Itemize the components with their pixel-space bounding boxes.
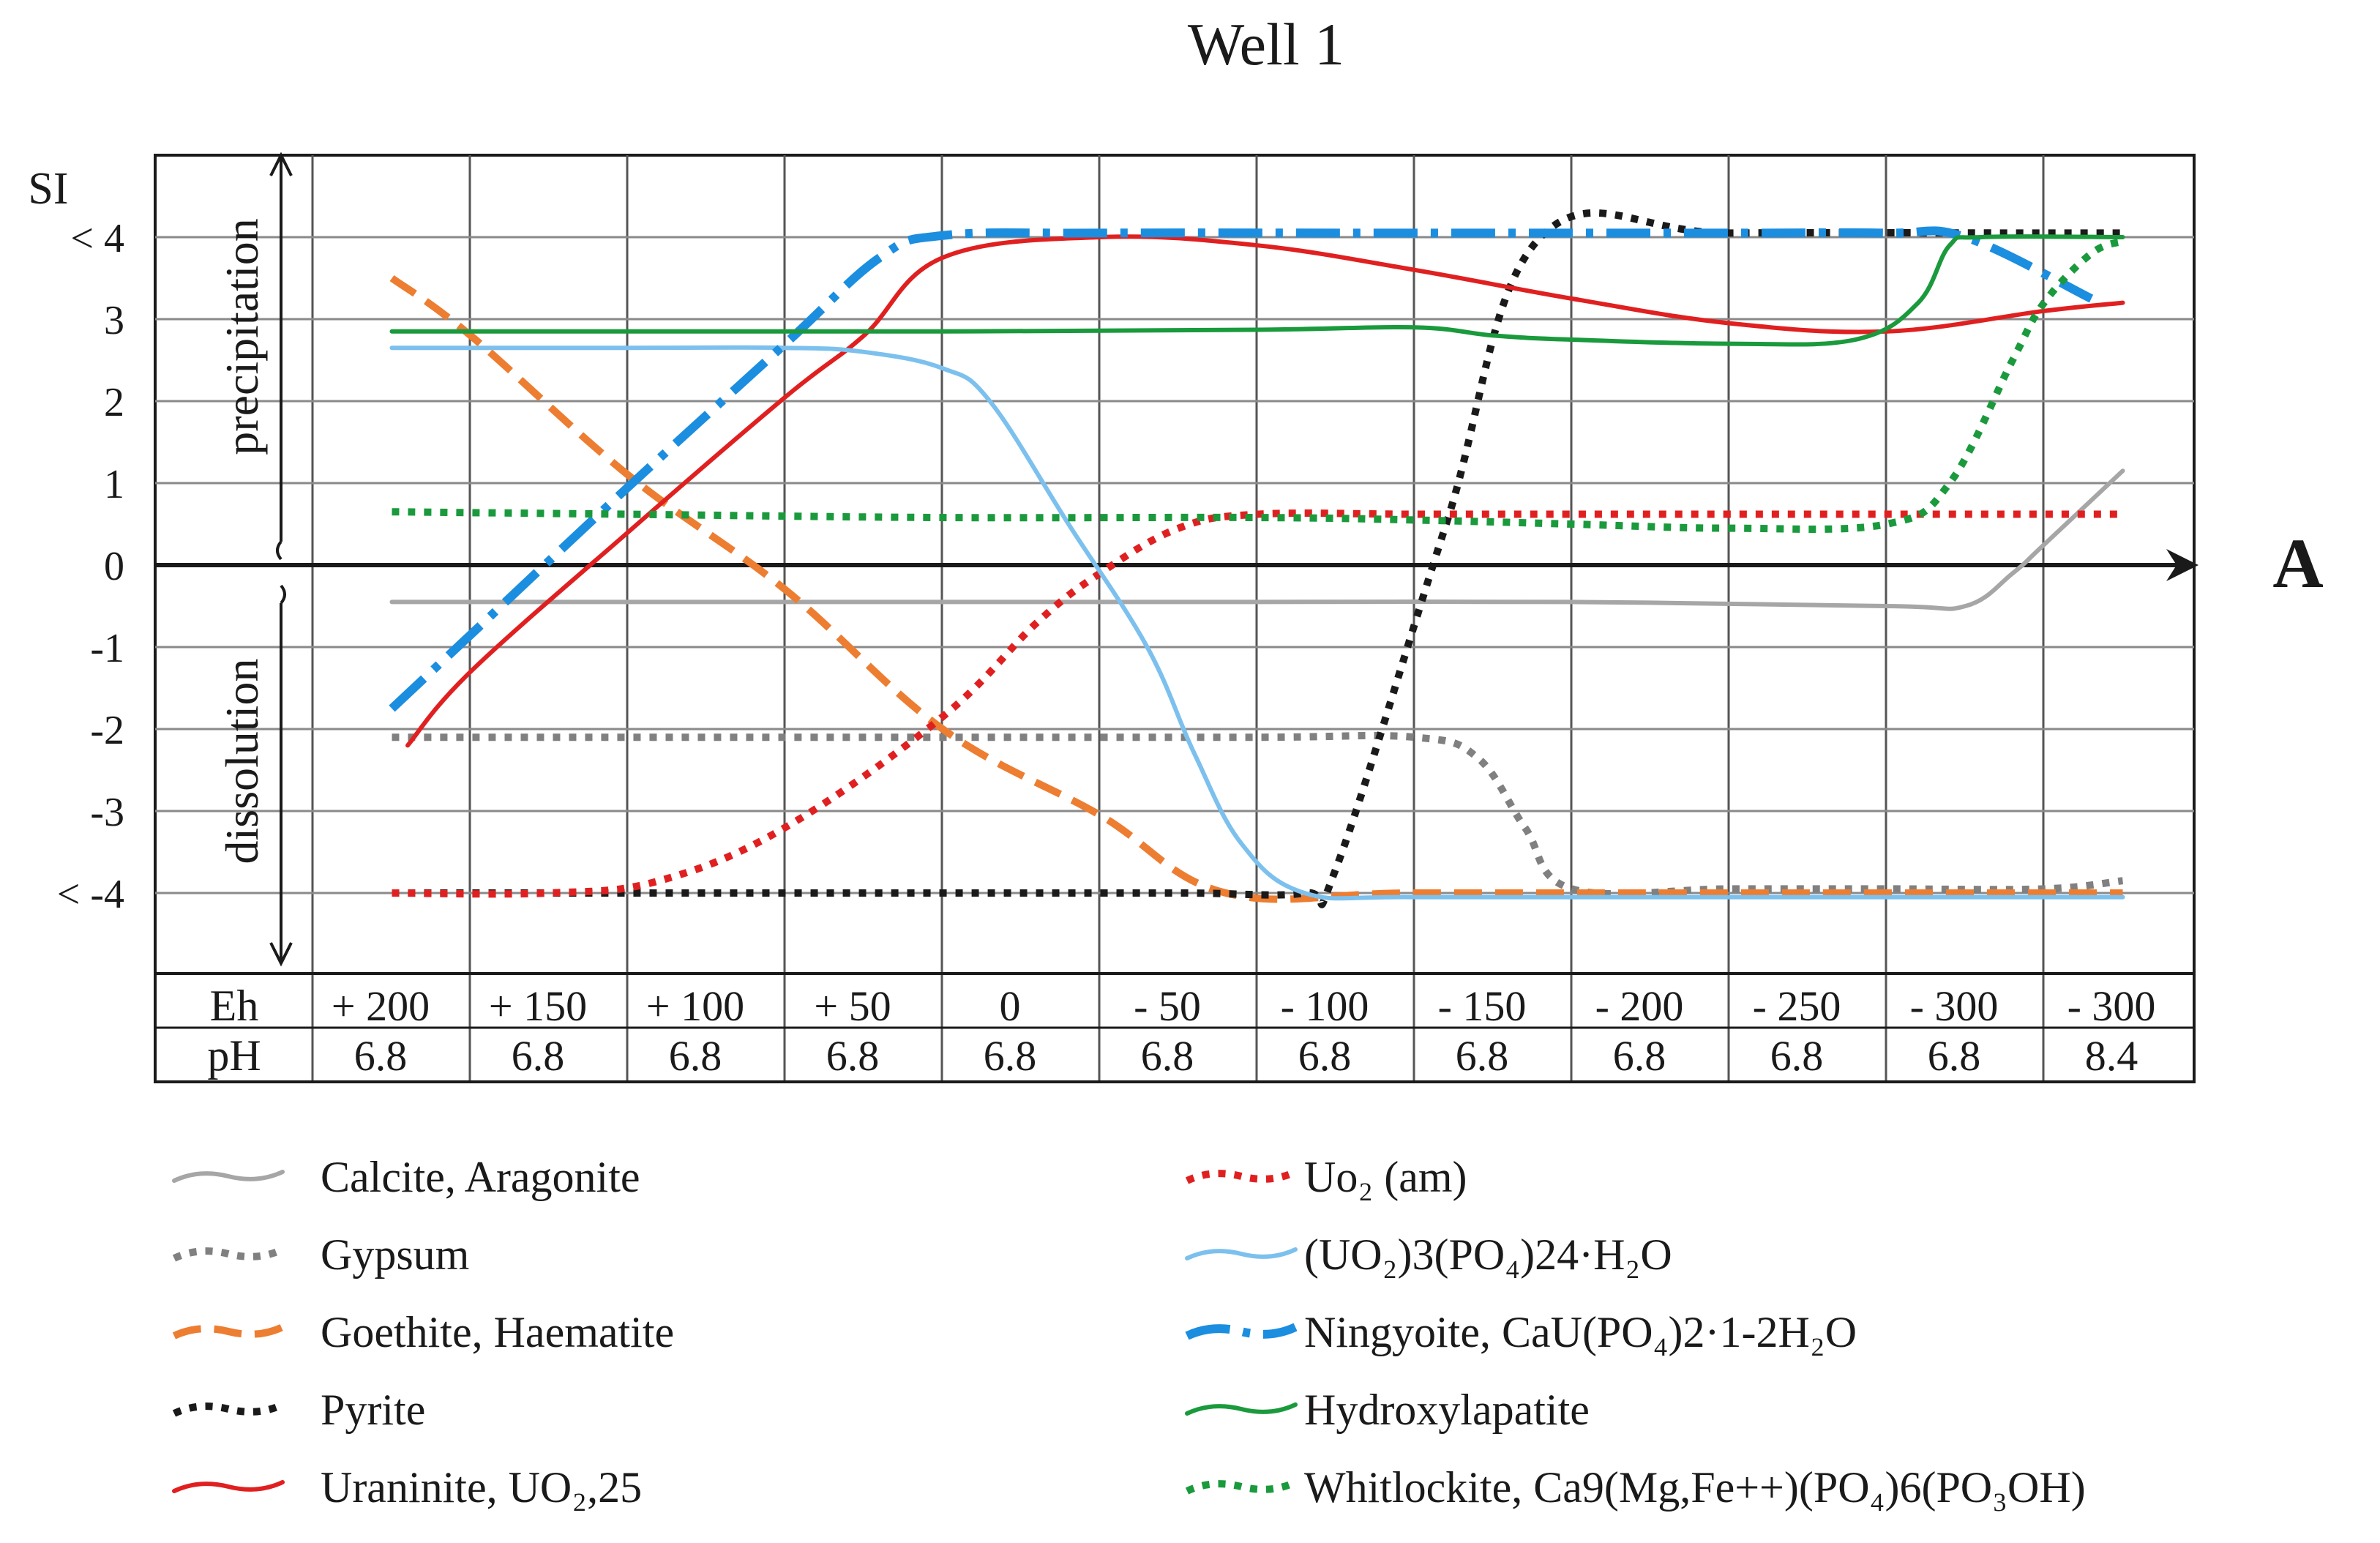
eh-value: - 150 [1438, 982, 1527, 1030]
ph-value: 6.8 [354, 1032, 408, 1080]
legend-label: (UO₂)3(PO₄)24·H₂O [1304, 1230, 1672, 1279]
eh-value: - 250 [1753, 982, 1841, 1030]
legend-item: Pyrite [170, 1376, 1268, 1442]
ph-value: 6.8 [1298, 1032, 1352, 1080]
legend-swatch [172, 1323, 285, 1340]
legend-label: Gypsum [321, 1230, 470, 1279]
legend-item: Uraninite, UO₂,25 [170, 1454, 1268, 1520]
eh-value: + 200 [332, 982, 430, 1030]
series-line-calcite-aragonite [389, 468, 2125, 611]
y-axis-label: SI [28, 164, 68, 214]
eh-value: - 50 [1134, 982, 1201, 1030]
legend-label: Uraninite, UO₂,25 [321, 1463, 643, 1512]
precipitation-label: precipitation [216, 218, 268, 455]
legend-item: Calcite, Aragonite [170, 1143, 1268, 1209]
y-tick-label: -3 [90, 790, 124, 835]
axis-end-label: A [2272, 524, 2323, 602]
y-tick-label: 3 [104, 298, 124, 343]
legend-item: Gypsum [170, 1221, 1268, 1287]
legend-item: Whitlockite, Ca9(Mg,Fe++)(PO₄)6(PO₃OH) [1183, 1454, 2280, 1520]
eh-row-label: Eh [210, 982, 259, 1030]
y-tick-label: -2 [90, 708, 124, 753]
ph-value: 6.8 [669, 1032, 722, 1080]
legend-item: Hydroxylapatite [1183, 1376, 2280, 1442]
eh-value: - 300 [1910, 982, 1999, 1030]
y-tick-label: 2 [104, 380, 124, 425]
y-tick-label: < 4 [70, 216, 124, 261]
legend-item: (UO₂)3(PO₄)24·H₂O [1183, 1221, 2280, 1287]
legend-item: Goethite, Haematite [170, 1299, 1268, 1364]
ph-value: 6.8 [984, 1032, 1037, 1080]
series-line-ningyoite-cau-po-2-1-2h-o [389, 226, 2094, 712]
ph-value: 6.8 [1928, 1032, 1981, 1080]
side-arrow [269, 152, 293, 967]
y-tick-label: 1 [104, 462, 124, 507]
y-tick-label: -1 [90, 626, 124, 671]
dissolution-label: dissolution [216, 659, 268, 864]
eh-value: + 150 [489, 982, 587, 1030]
series-line-hydroxylapatite [389, 234, 2125, 347]
series-line-uo-am [392, 509, 2123, 898]
legend-label: Calcite, Aragonite [321, 1153, 640, 1201]
legend-swatch [1185, 1247, 1298, 1260]
legend-label: Whitlockite, Ca9(Mg,Fe++)(PO₄)6(PO₃OH) [1304, 1463, 2086, 1512]
legend-swatch [1185, 1323, 1298, 1340]
zero-axis [155, 549, 2198, 581]
legend-label: Goethite, Haematite [321, 1308, 675, 1356]
legend-label: Uo₂ (am) [1304, 1153, 1467, 1201]
eh-value: + 50 [814, 982, 891, 1030]
legend-swatch [172, 1246, 285, 1262]
legend-item: Ningyoite, CaU(PO₄)2·1-2H₂O [1183, 1299, 2280, 1364]
ph-value: 6.8 [512, 1032, 565, 1080]
ph-row-label: pH [207, 1031, 261, 1080]
y-tick-label: < -4 [57, 872, 124, 917]
legend-swatch [1185, 1402, 1298, 1416]
ph-value: 6.8 [1613, 1032, 1666, 1080]
series-line-uo-3-po-24-h-o [389, 345, 2125, 901]
eh-value: - 100 [1281, 982, 1369, 1030]
ph-value: 6.8 [826, 1032, 880, 1080]
legend-swatch [172, 1170, 285, 1183]
series-line-whitlockite-ca9-mg-fe-po-6-po-oh [392, 237, 2125, 533]
ph-value: 8.4 [2085, 1032, 2138, 1080]
legend-label: Pyrite [321, 1386, 426, 1434]
legend-swatch [172, 1401, 285, 1417]
eh-value: 0 [1000, 982, 1021, 1030]
y-tick-label: 0 [104, 544, 124, 589]
eh-value: + 100 [646, 982, 744, 1030]
chart-title: Well 1 [1188, 11, 1344, 78]
legend-swatch [1185, 1168, 1298, 1184]
legend-swatch [172, 1480, 285, 1493]
grid [154, 154, 2196, 1082]
series-group [389, 209, 2125, 908]
series-line-gypsum [392, 731, 2124, 898]
legend-label: Ningyoite, CaU(PO₄)2·1-2H₂O [1304, 1308, 1857, 1356]
y-tick-labels: < 4 3 2 1 0 -1 -2 -3 < -4 [57, 216, 124, 917]
legend-swatch [1185, 1479, 1298, 1495]
ph-value: 6.8 [1456, 1032, 1509, 1080]
series-line-uraninite-uo-25 [405, 234, 2125, 748]
series-line-goethite-haematite [389, 274, 2123, 903]
eh-value: - 300 [2067, 982, 2156, 1030]
ph-value: 6.8 [1141, 1032, 1194, 1080]
legend-label: Hydroxylapatite [1304, 1386, 1590, 1434]
legend-item: Uo₂ (am) [1183, 1143, 2280, 1209]
ph-value: 6.8 [1770, 1032, 1824, 1080]
eh-value: - 200 [1595, 982, 1684, 1030]
